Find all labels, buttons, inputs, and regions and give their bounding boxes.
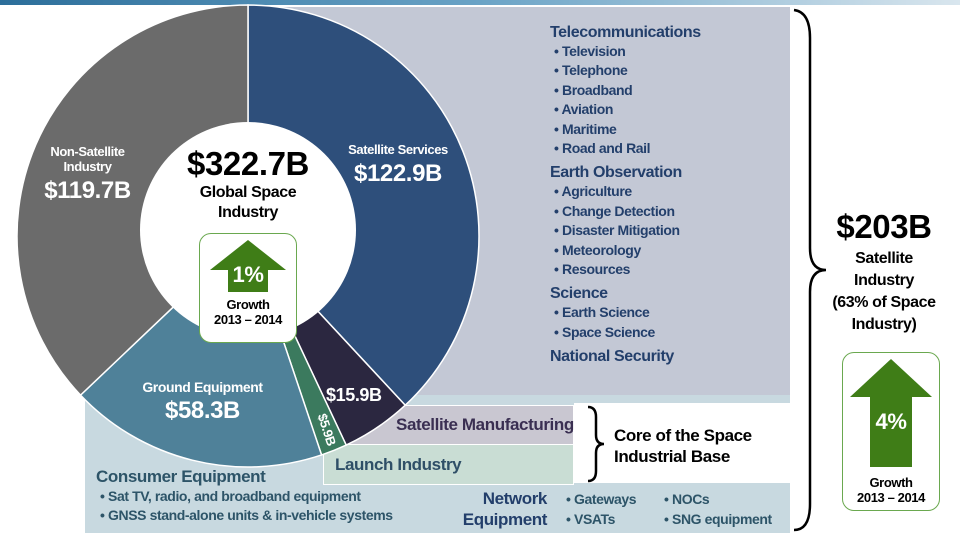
center-growth-period: 2013 – 2014 — [214, 312, 282, 327]
core-label: Core of the Space Industrial Base — [614, 426, 752, 466]
satellite-industry-brace-icon — [793, 8, 827, 532]
donut-hole — [140, 122, 356, 338]
center-title: Global Space Industry — [199, 184, 297, 221]
core-brace-icon — [587, 405, 605, 483]
satellite-services-value: $122.9B — [354, 159, 442, 187]
satellite-manufacturing-value: $15.9B — [326, 385, 382, 405]
top-banner — [0, 0, 960, 5]
network-equipment-list: GatewaysVSATsNOCsSNG equipment — [562, 490, 787, 530]
service-item: Earth Science — [550, 303, 780, 322]
service-category-heading: National Security — [550, 348, 674, 366]
service-category-heading: Science — [550, 285, 608, 303]
network-equipment-heading: Network Equipment — [462, 489, 548, 529]
satellite-growth-value: 4% — [870, 397, 912, 467]
growth-arrow-icon: 1% — [200, 240, 296, 292]
network-item: NOCs — [660, 490, 787, 510]
service-item: Television — [550, 42, 780, 61]
consumer-equipment-heading: Consumer Equipment — [96, 467, 266, 486]
center-growth-label: Growth — [226, 297, 270, 312]
service-item: Road and Rail — [550, 139, 780, 158]
satellite-total: $203B — [836, 208, 932, 245]
service-item: Resources — [550, 260, 780, 279]
service-item: Telephone — [550, 61, 780, 80]
center-growth-box: 1% Growth 2013 – 2014 — [199, 233, 297, 343]
service-category-heading: Telecommunications — [550, 24, 701, 41]
slice-non-satellite-industry — [16, 4, 249, 397]
launch-industry-label: Launch Industry — [335, 455, 462, 474]
satellite-growth-period: 2013 – 2014 — [857, 490, 925, 505]
core-white-area — [574, 403, 790, 483]
satellite-share: (63% of Space Industry) — [832, 294, 936, 333]
center-total: $322.7B — [187, 145, 309, 182]
satellite-services-list: TelecommunicationsTelevisionTelephoneBro… — [550, 18, 780, 366]
satellite-growth-label: Growth — [869, 475, 913, 490]
service-item: Broadband — [550, 81, 780, 100]
service-item: Aviation — [550, 100, 780, 119]
satellite-growth-box: 4% Growth 2013 – 2014 — [842, 352, 940, 511]
satellite-manufacturing-label: Satellite Manufacturing — [396, 415, 574, 434]
ground-equipment-value: $58.3B — [165, 397, 240, 425]
launch-industry-box — [323, 444, 574, 485]
service-item: Space Science — [550, 323, 780, 342]
consumer-equipment-list: Sat TV, radio, and broadband equipmentGN… — [96, 487, 393, 526]
network-item: VSATs — [562, 510, 660, 530]
consumer-item: GNSS stand-alone units & in-vehicle syst… — [96, 506, 393, 525]
slice-satellite-services — [247, 4, 480, 407]
center-growth-value: 1% — [228, 260, 268, 292]
ground-equipment-label: Ground Equipment — [142, 379, 263, 395]
non-satellite-label: Non-Satellite Industry — [50, 144, 125, 174]
satellite-title: Satellite Industry — [854, 250, 914, 289]
service-item: Meteorology — [550, 241, 780, 260]
service-item: Disaster Mitigation — [550, 221, 780, 240]
network-item: SNG equipment — [660, 510, 787, 530]
satellite-services-label: Satellite Services — [348, 142, 448, 157]
service-item: Maritime — [550, 120, 780, 139]
service-category-heading: Earth Observation — [550, 164, 682, 182]
consumer-item: Sat TV, radio, and broadband equipment — [96, 487, 393, 506]
non-satellite-value: $119.7B — [44, 176, 131, 204]
service-item: Agriculture — [550, 182, 780, 201]
service-item: Change Detection — [550, 202, 780, 221]
network-item: Gateways — [562, 490, 660, 510]
growth-arrow-icon: 4% — [843, 359, 939, 467]
